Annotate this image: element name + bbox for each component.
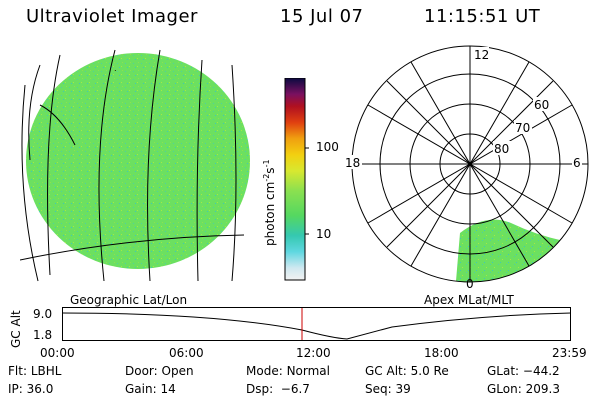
footer-dsp: Dsp: −6.7 — [246, 382, 310, 396]
altitude-ytick-9: 9.0 — [33, 307, 53, 321]
altitude-xtick-1800: 18:00 — [424, 346, 459, 360]
footer-gc-alt: GC Alt: 5.0 Re — [365, 364, 449, 378]
colorbar-unit-label: photon cm-2s-1 — [262, 159, 277, 246]
polar-plot: 12 18 6 0 60 70 80 — [344, 45, 589, 291]
mlt-label-12: 12 — [474, 48, 489, 62]
altitude-xtick-1200: 12:00 — [296, 346, 331, 360]
earth-disk — [26, 53, 250, 269]
colorbar — [284, 78, 309, 281]
mlt-label-18: 18 — [345, 156, 360, 170]
altitude-curve — [62, 312, 572, 340]
date-label: 15 Jul 07 — [280, 6, 364, 27]
time-label: 11:15:51 UT — [424, 6, 541, 27]
subsolar-marker: . — [114, 64, 117, 73]
footer-mode: Mode: Normal — [246, 364, 330, 378]
altitude-xtick-0600: 06:00 — [169, 346, 204, 360]
footer-glat: GLat: −44.2 — [487, 364, 560, 378]
mlt-label-0: 0 — [466, 277, 474, 291]
altitude-xtick-0000: 00:00 — [40, 346, 75, 360]
colorbar-tick-100: 100 — [316, 140, 339, 154]
mlat-label-80: 80 — [494, 142, 509, 156]
lat-lon-grid — [20, 49, 245, 282]
altitude-xtick-2359: 23:59 — [552, 346, 587, 360]
altitude-ylabel: GC Alt — [9, 310, 23, 348]
projection-left-label: Geographic Lat/Lon — [70, 293, 188, 307]
altitude-frame — [62, 307, 571, 341]
footer-glon: GLon: 209.3 — [487, 382, 560, 396]
instrument-title: Ultraviolet Imager — [26, 6, 198, 27]
footer-ip: IP: 36.0 — [8, 382, 54, 396]
polar-grid — [351, 45, 589, 283]
mlt-label-6: 6 — [573, 156, 581, 170]
footer-gain: Gain: 14 — [125, 382, 176, 396]
mlat-label-60: 60 — [534, 98, 549, 112]
footer-filter: Flt: LBHL — [8, 364, 62, 378]
footer-door: Door: Open — [125, 364, 194, 378]
footer-seq: Seq: 39 — [365, 382, 411, 396]
projection-right-label: Apex MLat/MLT — [424, 293, 514, 307]
geographic-image: . — [20, 49, 250, 282]
mlat-label-70: 70 — [515, 121, 530, 135]
colorbar-tick-10: 10 — [316, 227, 332, 241]
altitude-ytick-1-8: 1.8 — [33, 328, 53, 342]
altitude-plot — [62, 307, 572, 341]
